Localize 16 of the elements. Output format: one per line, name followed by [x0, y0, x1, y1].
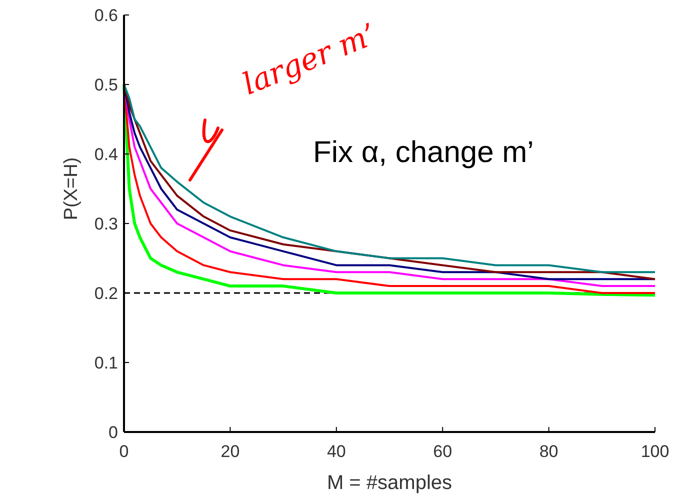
- x-axis-title: M = #samples: [326, 472, 452, 494]
- y-tick-label: 0.2: [94, 284, 118, 303]
- y-tick-label: 0.4: [94, 144, 118, 164]
- y-axis-title: P(X=H): [61, 157, 82, 220]
- x-tick-label: 40: [326, 442, 346, 461]
- x-tick-label: 20: [220, 442, 240, 461]
- y-tick-label: 0.5: [94, 75, 118, 94]
- y-tick-label: 0: [108, 422, 118, 442]
- annotation: Fix α, change m’: [313, 136, 534, 169]
- x-tick-label: 80: [539, 442, 558, 461]
- y-tick-label: 0.1: [94, 353, 118, 372]
- annotation: larger m’: [238, 17, 382, 102]
- x-tick-label: 100: [640, 442, 670, 461]
- x-tick-label: 60: [433, 442, 452, 461]
- y-tick-label: 0.3: [94, 214, 118, 234]
- y-tick-label: 0.6: [94, 6, 118, 25]
